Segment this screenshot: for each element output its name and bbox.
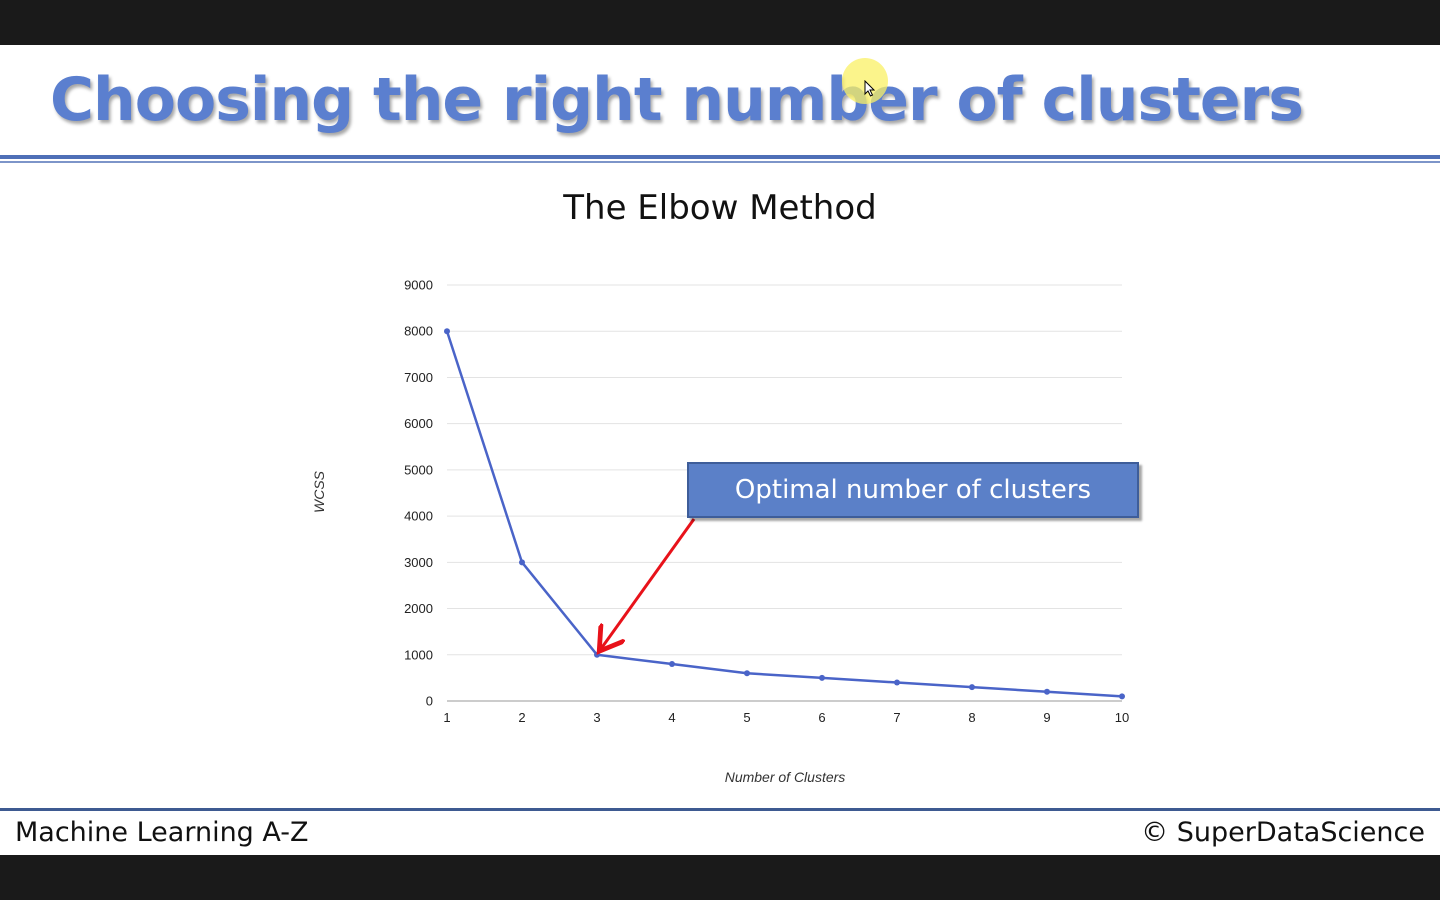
x-tick-9: 9 [1043,710,1050,725]
y-tick-7000: 7000 [404,370,433,385]
x-tick-1: 1 [443,710,450,725]
y-tick-0: 0 [426,694,433,709]
optimal-clusters-callout: Optimal number of clusters [687,462,1139,518]
y-tick-9000: 9000 [404,278,433,293]
y-axis-label: WCSS [311,470,327,513]
title-divider [0,155,1440,159]
y-tick-4000: 4000 [404,509,433,524]
course-name: Machine Learning A-Z [15,817,309,848]
x-tick-5: 5 [743,710,750,725]
data-point-3 [594,651,600,658]
video-top-bar [0,0,1440,45]
x-tick-4: 4 [668,710,675,725]
x-tick-6: 6 [818,710,825,725]
x-tick-8: 8 [968,710,975,725]
x-tick-7: 7 [893,710,900,725]
data-point-8 [969,684,975,691]
data-point-4 [669,661,675,668]
y-tick-3000: 3000 [404,555,433,570]
series-line [445,330,1123,698]
data-point-10 [1119,693,1125,700]
slide: Choosing the right number of clusters Th… [0,45,1440,855]
data-point-9 [1044,688,1050,695]
title-divider-secondary [0,161,1440,163]
x-tick-labels: 1 2 3 4 5 6 7 8 9 10 [443,710,1129,725]
data-point-5 [744,670,750,677]
slide-title: Choosing the right number of clusters [50,65,1304,135]
annotation-arrow [601,518,696,649]
y-tick-6000: 6000 [404,416,433,431]
y-tick-8000: 8000 [404,324,433,339]
chart-title: The Elbow Method [562,188,877,228]
data-point-6 [819,674,825,681]
data-point-1 [444,328,450,335]
y-tick-2000: 2000 [404,601,433,616]
y-tick-labels: 0 1000 2000 3000 4000 5000 6000 7000 8000 9000 [404,278,433,709]
y-tick-5000: 5000 [404,462,433,477]
copyright: © SuperDataScience [1141,817,1425,848]
elbow-chart: The Elbow Method 01000200030004000500060… [311,188,1129,785]
x-tick-2: 2 [518,710,525,725]
footer-divider [0,808,1440,811]
x-tick-3: 3 [593,710,600,725]
x-axis-label: Number of Clusters [725,769,846,785]
data-point-7 [894,679,900,686]
cursor-arrow-icon [864,80,876,97]
x-tick-10: 10 [1115,710,1129,725]
data-point-2 [519,559,525,566]
y-tick-1000: 1000 [404,647,433,662]
video-bottom-bar [0,855,1440,900]
